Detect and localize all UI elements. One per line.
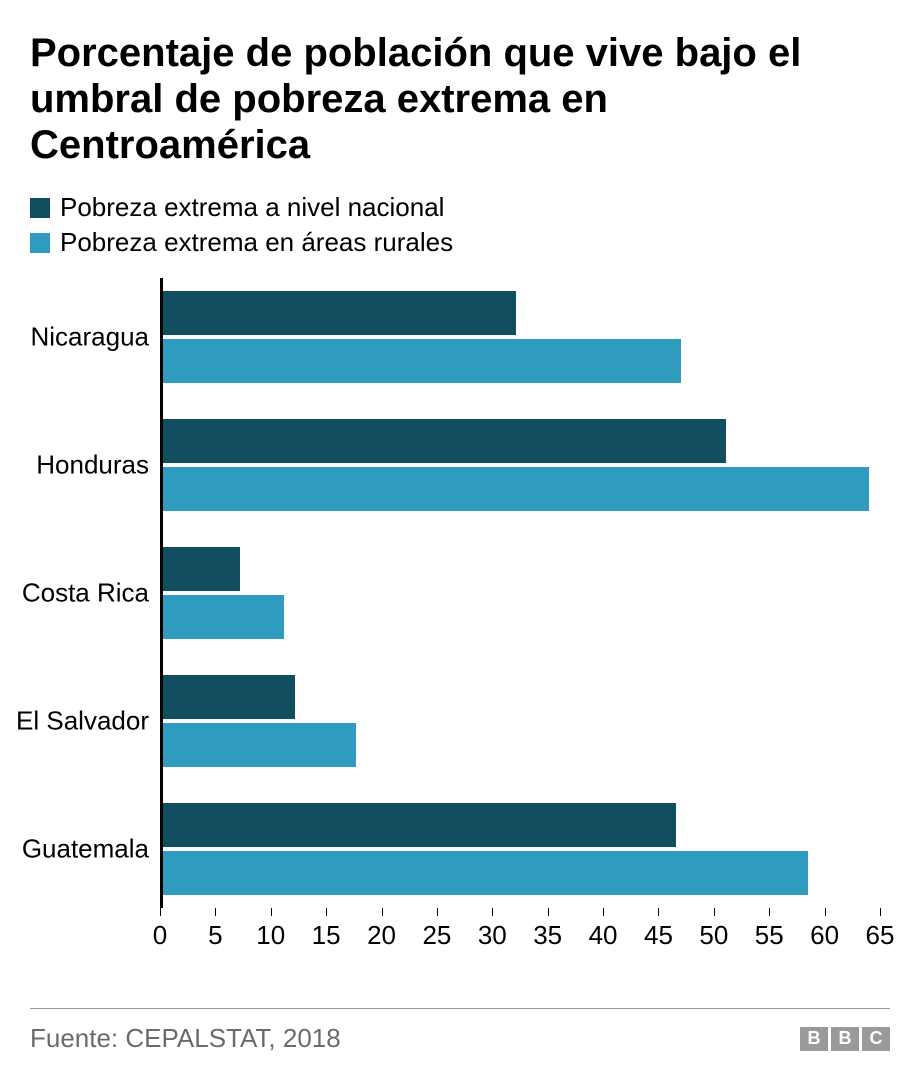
x-tick-label: 5: [208, 920, 222, 951]
x-tick-mark: [880, 908, 881, 916]
legend: Pobreza extrema a nivel nacional Pobreza…: [30, 192, 890, 258]
category-label: El Salvador: [16, 706, 163, 737]
footer: Fuente: CEPALSTAT, 2018 B B C: [30, 1008, 890, 1054]
x-tick-label: 25: [422, 920, 451, 951]
legend-label-0: Pobreza extrema a nivel nacional: [60, 192, 444, 223]
category-label: Costa Rica: [22, 578, 163, 609]
x-axis: 05101520253035404550556065: [160, 908, 880, 958]
x-tick-mark: [271, 908, 272, 916]
x-tick-label: 20: [367, 920, 396, 951]
bar: [163, 339, 681, 383]
plot: Nicaragua Honduras Costa Rica El Salvador Gu…: [160, 278, 880, 908]
x-tick-label: 45: [644, 920, 673, 951]
bbc-logo: B B C: [800, 1027, 890, 1051]
x-tick-label: 40: [589, 920, 618, 951]
x-tick-label: 30: [478, 920, 507, 951]
x-tick-mark: [160, 908, 161, 916]
x-tick-label: 65: [866, 920, 895, 951]
x-tick-label: 50: [699, 920, 728, 951]
bar: [163, 723, 356, 767]
bar: [163, 851, 808, 895]
chart-area: Nicaragua Honduras Costa Rica El Salvador Gu…: [160, 278, 880, 958]
bar: [163, 803, 676, 847]
x-tick-mark: [769, 908, 770, 916]
legend-swatch-0: [30, 198, 50, 218]
bbc-logo-letter: B: [800, 1027, 828, 1051]
bar: [163, 595, 284, 639]
x-tick-label: 35: [533, 920, 562, 951]
bar-group: Nicaragua: [163, 291, 880, 383]
bar: [163, 291, 516, 335]
bar-group: El Salvador: [163, 675, 880, 767]
x-tick-mark: [548, 908, 549, 916]
x-tick-mark: [437, 908, 438, 916]
bar: [163, 419, 726, 463]
bbc-logo-letter: B: [831, 1027, 859, 1051]
category-label: Nicaragua: [30, 322, 163, 353]
x-tick-label: 15: [312, 920, 341, 951]
x-tick-mark: [326, 908, 327, 916]
x-tick-mark: [714, 908, 715, 916]
bar: [163, 547, 240, 591]
bar-group: Honduras: [163, 419, 880, 511]
category-label: Guatemala: [22, 834, 163, 865]
x-tick-mark: [382, 908, 383, 916]
x-tick-label: 10: [256, 920, 285, 951]
bar: [163, 467, 869, 511]
x-tick-label: 0: [153, 920, 167, 951]
x-tick-label: 60: [810, 920, 839, 951]
bar-group: Guatemala: [163, 803, 880, 895]
x-tick-mark: [492, 908, 493, 916]
legend-item: Pobreza extrema en áreas rurales: [30, 227, 890, 258]
x-tick-mark: [215, 908, 216, 916]
footer-rule: [30, 1008, 890, 1009]
x-tick-mark: [825, 908, 826, 916]
category-label: Honduras: [36, 450, 163, 481]
bar: [163, 675, 295, 719]
bbc-logo-letter: C: [862, 1027, 890, 1051]
chart-title: Porcentaje de población que vive bajo el…: [30, 30, 890, 168]
legend-item: Pobreza extrema a nivel nacional: [30, 192, 890, 223]
legend-swatch-1: [30, 233, 50, 253]
bar-group: Costa Rica: [163, 547, 880, 639]
x-tick-mark: [603, 908, 604, 916]
x-tick-mark: [658, 908, 659, 916]
legend-label-1: Pobreza extrema en áreas rurales: [60, 227, 453, 258]
x-tick-label: 55: [755, 920, 784, 951]
source-text: Fuente: CEPALSTAT, 2018: [30, 1023, 341, 1054]
